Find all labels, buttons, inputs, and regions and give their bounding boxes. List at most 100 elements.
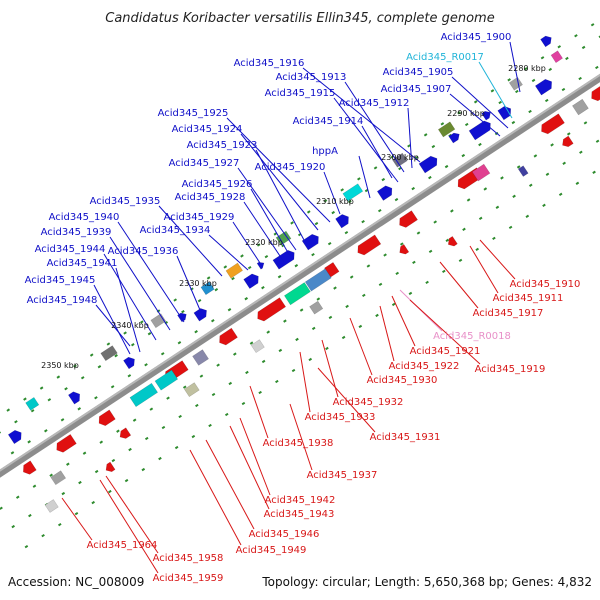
- top-gene-label[interactable]: Acid345_1945: [25, 275, 96, 286]
- top-gene-label[interactable]: Acid345_1944: [35, 244, 106, 255]
- bottom-gene-label[interactable]: Acid345_1922: [389, 361, 460, 372]
- gene-feature[interactable]: [54, 434, 77, 454]
- top-gene-label[interactable]: Acid345_1935: [90, 196, 161, 207]
- top-gene-label[interactable]: Acid345_1940: [49, 212, 120, 223]
- gene-feature[interactable]: [243, 272, 262, 289]
- top-gene-label[interactable]: Acid345_1926: [182, 179, 253, 190]
- gene-feature[interactable]: [123, 355, 137, 370]
- gene-feature[interactable]: [540, 34, 554, 48]
- gene-feature[interactable]: [589, 85, 600, 103]
- gene-feature[interactable]: [418, 154, 440, 174]
- gene-feature[interactable]: [397, 244, 410, 256]
- top-gene-label[interactable]: Acid345_1928: [175, 192, 246, 203]
- gene-feature[interactable]: [309, 300, 324, 315]
- bottom-label-leader: [61, 497, 93, 541]
- gene-feature[interactable]: [200, 281, 215, 296]
- gene-feature[interactable]: [560, 135, 574, 149]
- gene-feature[interactable]: [471, 163, 491, 182]
- gene-feature[interactable]: [284, 282, 311, 306]
- bottom-gene-label[interactable]: Acid345_1959: [153, 573, 224, 584]
- bottom-gene-label[interactable]: Acid345_1921: [410, 346, 481, 357]
- gene-feature[interactable]: [183, 382, 200, 398]
- bottom-gene-label[interactable]: Acid345_1910: [510, 279, 581, 290]
- gene-feature[interactable]: [446, 236, 458, 248]
- top-gene-label[interactable]: Acid345_1907: [381, 84, 452, 95]
- top-gene-label[interactable]: Acid345_1905: [383, 67, 454, 78]
- gene-feature[interactable]: [508, 76, 523, 91]
- gene-feature[interactable]: [129, 382, 159, 408]
- gene-feature[interactable]: [44, 499, 59, 513]
- top-gene-label[interactable]: Acid345_1936: [108, 246, 179, 257]
- gene-feature[interactable]: [517, 165, 529, 177]
- top-gene-label[interactable]: Acid345_1927: [169, 158, 240, 169]
- top-gene-label[interactable]: Acid345_1948: [27, 295, 98, 306]
- gene-feature[interactable]: [448, 131, 462, 144]
- gene-feature[interactable]: [355, 234, 382, 257]
- gene-feature[interactable]: [538, 113, 565, 136]
- gene-feature[interactable]: [392, 152, 408, 168]
- gene-feature[interactable]: [534, 77, 554, 96]
- top-gene-label[interactable]: Acid345_1913: [276, 72, 347, 83]
- gene-feature[interactable]: [216, 327, 238, 347]
- bottom-gene-label[interactable]: Acid345_1949: [236, 545, 307, 556]
- top-gene-label[interactable]: Acid345_1914: [293, 116, 364, 127]
- gene-feature[interactable]: [342, 183, 364, 202]
- bottom-gene-label[interactable]: Acid345_1919: [475, 364, 546, 375]
- bottom-gene-label[interactable]: Acid345_1932: [333, 397, 404, 408]
- gene-feature[interactable]: [275, 230, 292, 246]
- bottom-gene-label[interactable]: Acid345_1958: [153, 553, 224, 564]
- gene-feature[interactable]: [376, 184, 395, 201]
- gene-feature[interactable]: [96, 409, 116, 428]
- top-gene-label[interactable]: Acid345_1941: [47, 258, 118, 269]
- top-gene-label[interactable]: Acid345_1916: [234, 58, 305, 69]
- gene-feature[interactable]: [20, 460, 37, 477]
- gene-feature[interactable]: [50, 470, 67, 486]
- gene-feature[interactable]: [193, 306, 210, 322]
- gene-feature[interactable]: [100, 345, 118, 362]
- gene-feature[interactable]: [304, 268, 332, 292]
- top-gene-label[interactable]: Acid345_1923: [187, 140, 258, 151]
- top-gene-label[interactable]: Acid345_1939: [41, 227, 112, 238]
- top-gene-label[interactable]: Acid345_1920: [255, 162, 326, 173]
- bottom-gene-label[interactable]: Acid345_1938: [263, 438, 334, 449]
- gene-feature[interactable]: [250, 339, 265, 354]
- gene-feature[interactable]: [335, 212, 351, 229]
- top-gene-label[interactable]: Acid345_1912: [339, 98, 410, 109]
- gene-feature[interactable]: [68, 389, 82, 405]
- bottom-gene-label[interactable]: Acid345_1917: [473, 308, 544, 319]
- gene-feature[interactable]: [25, 396, 40, 411]
- top-gene-label[interactable]: Acid345_1925: [158, 108, 229, 119]
- top-gene-label[interactable]: hppA: [312, 146, 338, 157]
- gene-feature[interactable]: [103, 461, 116, 474]
- bottom-gene-label[interactable]: Acid345_1911: [493, 293, 564, 304]
- bottom-gene-label[interactable]: Acid345_1931: [370, 432, 441, 443]
- bottom-gene-label[interactable]: Acid345_R0018: [433, 331, 511, 342]
- top-gene-label[interactable]: Acid345_1929: [164, 212, 235, 223]
- gene-feature[interactable]: [256, 260, 266, 270]
- bottom-gene-label[interactable]: Acid345_1964: [87, 540, 158, 551]
- bottom-gene-label[interactable]: Acid345_1942: [265, 495, 336, 506]
- gene-feature[interactable]: [255, 297, 287, 324]
- top-gene-label[interactable]: Acid345_R0017: [406, 52, 484, 63]
- bottom-gene-label[interactable]: Acid345_1933: [305, 412, 376, 423]
- gene-feature[interactable]: [301, 232, 321, 251]
- gene-feature[interactable]: [154, 369, 179, 391]
- bottom-gene-label[interactable]: Acid345_1937: [307, 470, 378, 481]
- gene-feature[interactable]: [481, 109, 493, 121]
- gene-feature[interactable]: [225, 262, 243, 279]
- gene-feature[interactable]: [192, 349, 209, 366]
- top-gene-label[interactable]: Acid345_1915: [265, 88, 336, 99]
- bottom-gene-label[interactable]: Acid345_1946: [249, 529, 320, 540]
- gene-feature[interactable]: [118, 427, 132, 441]
- gene-feature[interactable]: [7, 428, 24, 445]
- gene-feature[interactable]: [397, 210, 418, 230]
- gene-feature[interactable]: [437, 121, 456, 138]
- top-gene-label[interactable]: Acid345_1934: [140, 225, 211, 236]
- gene-feature[interactable]: [550, 50, 563, 64]
- top-gene-label[interactable]: Acid345_1900: [441, 32, 512, 43]
- top-gene-label[interactable]: Acid345_1924: [172, 124, 243, 135]
- gene-feature[interactable]: [468, 119, 493, 141]
- bottom-gene-label[interactable]: Acid345_1930: [367, 375, 438, 386]
- bottom-gene-label[interactable]: Acid345_1943: [264, 509, 335, 520]
- gene-feature[interactable]: [572, 98, 589, 116]
